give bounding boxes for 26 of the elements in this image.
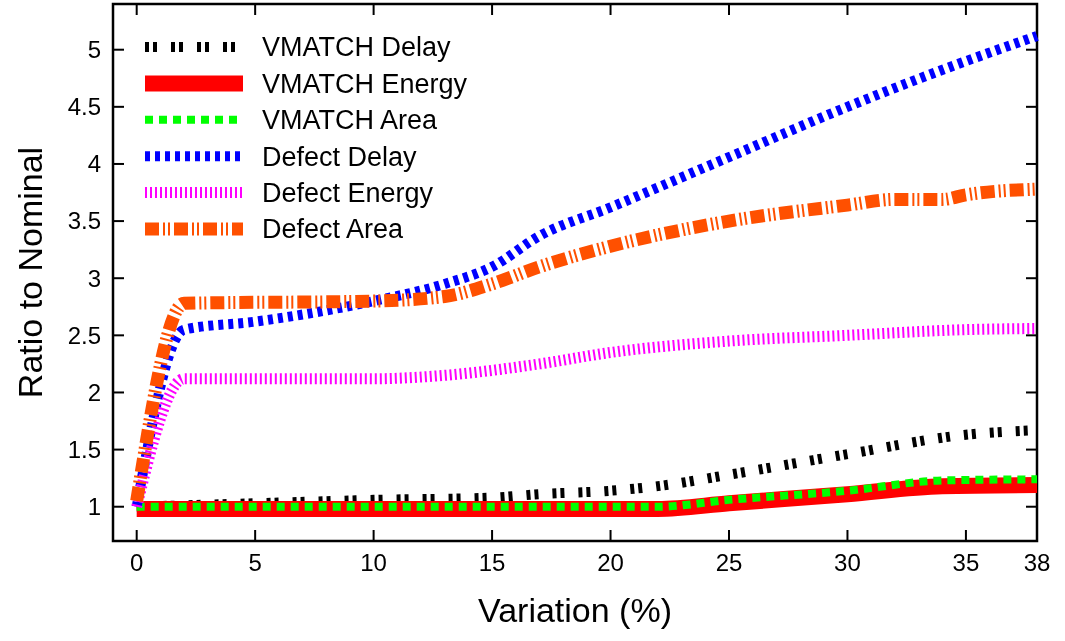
x-tick-label: 15 [478,549,506,576]
y-tick-label: 5 [87,36,101,64]
x-tick-label: 30 [834,549,861,576]
y-tick-label: 1 [87,493,101,521]
legend-label: VMATCH Delay [262,32,452,63]
x-tick-label: 0 [130,549,144,576]
y-tick-label: 3.5 [67,207,101,235]
x-tick-label: 20 [597,549,624,576]
legend-label: Defect Delay [262,141,418,172]
x-tick-label: 35 [952,549,980,576]
y-tick-label: 2.5 [67,321,101,349]
x-tick-label: 5 [248,549,262,576]
y-tick-label: 4 [87,150,101,178]
x-axis-title: Variation (%) [478,591,672,629]
y-tick-label: 3 [87,264,101,292]
x-tick-label: 10 [360,549,387,576]
y-tick-label: 2 [87,378,101,406]
y-tick-label: 1.5 [67,436,101,463]
legend-label: VMATCH Area [262,105,439,136]
x-tick-label: 25 [715,549,743,576]
legend-label: Defect Area [262,214,405,245]
y-axis-title: Ratio to Nominal [11,146,49,399]
x-tick-label: 38 [1023,549,1051,576]
legend-label: Defect Energy [262,178,434,209]
legend-label: VMATCH Energy [262,68,468,99]
y-tick-label: 4.5 [67,93,101,121]
